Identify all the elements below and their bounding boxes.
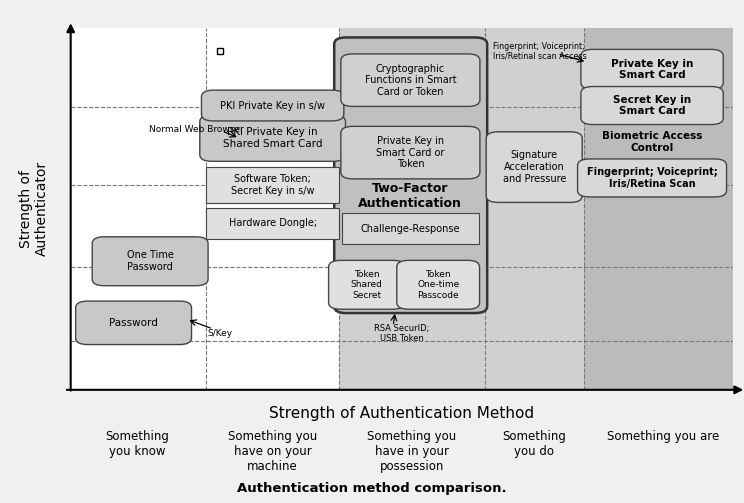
FancyBboxPatch shape: [486, 132, 583, 202]
Bar: [584, 28, 733, 390]
Text: Token
One-time
Passcode: Token One-time Passcode: [417, 270, 459, 300]
FancyBboxPatch shape: [206, 208, 339, 239]
FancyBboxPatch shape: [581, 49, 723, 89]
Text: Token
Shared
Secret: Token Shared Secret: [350, 270, 382, 300]
Text: Challenge-Response: Challenge-Response: [361, 224, 460, 234]
FancyBboxPatch shape: [581, 87, 723, 125]
Text: Authentication method comparison.: Authentication method comparison.: [237, 482, 507, 495]
Text: Strength of Authentication Method: Strength of Authentication Method: [269, 406, 534, 421]
Text: Something you
have on your
machine: Something you have on your machine: [228, 430, 317, 473]
Text: RSA SecurID;
USB Token: RSA SecurID; USB Token: [374, 324, 429, 344]
FancyBboxPatch shape: [200, 115, 345, 161]
FancyBboxPatch shape: [341, 54, 480, 107]
Text: Private Key in
Smart Card or
Token: Private Key in Smart Card or Token: [376, 136, 445, 169]
Text: Cryptographic
Functions in Smart
Card or Token: Cryptographic Functions in Smart Card or…: [365, 63, 456, 97]
FancyBboxPatch shape: [341, 126, 480, 179]
Text: Two-Factor
Authentication: Two-Factor Authentication: [359, 182, 462, 210]
Text: Private Key in
Smart Card: Private Key in Smart Card: [611, 58, 693, 80]
Text: Something you are: Something you are: [607, 430, 719, 443]
Text: Something
you do: Something you do: [502, 430, 566, 458]
Text: Something
you know: Something you know: [105, 430, 169, 458]
Text: Something you
have in your
possession: Something you have in your possession: [367, 430, 456, 473]
Text: Strength of
Authenticator: Strength of Authenticator: [19, 161, 49, 257]
FancyBboxPatch shape: [329, 261, 405, 309]
Text: PKI Private Key in
Shared Smart Card: PKI Private Key in Shared Smart Card: [223, 127, 322, 149]
Text: PKI Private Key in s/w: PKI Private Key in s/w: [220, 101, 325, 111]
FancyBboxPatch shape: [397, 261, 480, 309]
FancyBboxPatch shape: [577, 159, 727, 197]
FancyBboxPatch shape: [92, 237, 208, 286]
FancyBboxPatch shape: [334, 37, 487, 313]
Text: Hardware Dongle;: Hardware Dongle;: [228, 218, 317, 228]
FancyBboxPatch shape: [342, 213, 478, 244]
Text: Normal Web Browser: Normal Web Browser: [149, 125, 243, 134]
Text: Fingerprint; Voiceprint;
Iris/Retina Scan: Fingerprint; Voiceprint; Iris/Retina Sca…: [587, 167, 717, 189]
Text: Software Token;
Secret Key in s/w: Software Token; Secret Key in s/w: [231, 175, 315, 196]
FancyBboxPatch shape: [202, 90, 344, 121]
Text: Password: Password: [109, 318, 158, 328]
FancyBboxPatch shape: [206, 167, 339, 203]
Text: Biometric Access
Control: Biometric Access Control: [602, 131, 702, 152]
Text: S/Key: S/Key: [207, 329, 232, 338]
Text: Secret Key in
Smart Card: Secret Key in Smart Card: [613, 95, 691, 116]
Text: Fingerprint; Voiceprint;
Iris/Retinal scan Access: Fingerprint; Voiceprint; Iris/Retinal sc…: [493, 42, 587, 61]
FancyBboxPatch shape: [76, 301, 191, 345]
Bar: [339, 28, 584, 390]
Text: Signature
Acceleration
and Pressure: Signature Acceleration and Pressure: [502, 150, 566, 184]
Text: One Time
Password: One Time Password: [126, 250, 173, 272]
